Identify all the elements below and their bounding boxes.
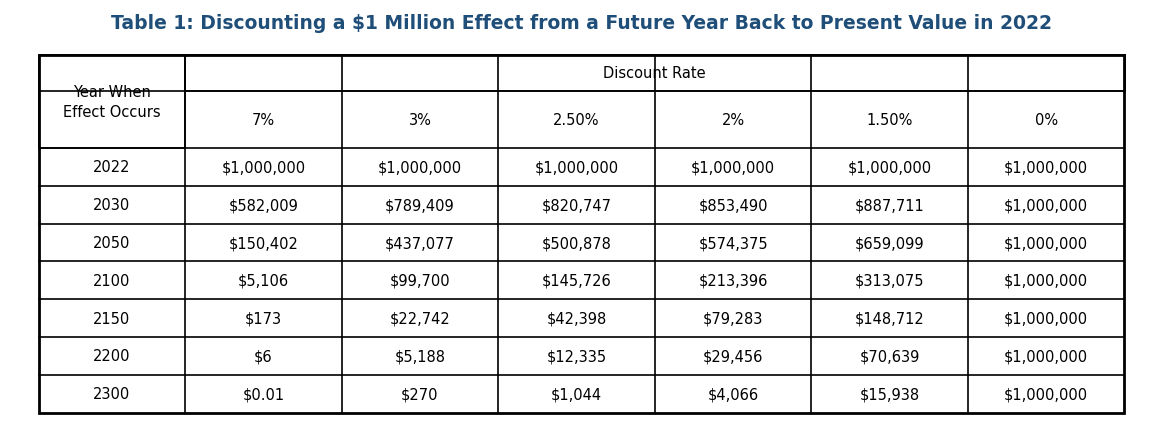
Text: 2022: 2022 <box>93 160 130 175</box>
Text: $1,000,000: $1,000,000 <box>1004 348 1089 364</box>
Text: $5,188: $5,188 <box>394 348 445 364</box>
Text: $1,000,000: $1,000,000 <box>1004 386 1089 401</box>
Text: 2030: 2030 <box>93 198 130 213</box>
Text: 2200: 2200 <box>93 348 130 364</box>
Text: 2050: 2050 <box>93 236 130 250</box>
Text: $789,409: $789,409 <box>385 198 455 213</box>
Text: $582,009: $582,009 <box>228 198 299 213</box>
Text: 2%: 2% <box>721 112 744 128</box>
Text: $150,402: $150,402 <box>228 236 299 250</box>
Text: $29,456: $29,456 <box>702 348 763 364</box>
Text: Year When
Effect Occurs: Year When Effect Occurs <box>63 85 160 120</box>
Text: 2.50%: 2.50% <box>554 112 600 128</box>
Text: $1,000,000: $1,000,000 <box>535 160 619 175</box>
Text: Discount Rate: Discount Rate <box>604 66 706 81</box>
Text: $0.01: $0.01 <box>242 386 285 401</box>
Text: $213,396: $213,396 <box>698 273 768 288</box>
Text: $99,700: $99,700 <box>390 273 450 288</box>
Text: $1,000,000: $1,000,000 <box>1004 236 1089 250</box>
Text: $70,639: $70,639 <box>859 348 920 364</box>
Text: $145,726: $145,726 <box>542 273 612 288</box>
Text: 1.50%: 1.50% <box>866 112 913 128</box>
Text: 0%: 0% <box>1035 112 1057 128</box>
Text: $173: $173 <box>245 311 281 326</box>
Text: 7%: 7% <box>252 112 274 128</box>
Text: $887,711: $887,711 <box>855 198 925 213</box>
Text: $79,283: $79,283 <box>702 311 763 326</box>
Text: $574,375: $574,375 <box>698 236 768 250</box>
Text: $6: $6 <box>255 348 273 364</box>
Text: $659,099: $659,099 <box>855 236 925 250</box>
Text: 2100: 2100 <box>93 273 130 288</box>
Text: $1,000,000: $1,000,000 <box>691 160 775 175</box>
Text: $1,000,000: $1,000,000 <box>1004 273 1089 288</box>
Text: $1,000,000: $1,000,000 <box>378 160 462 175</box>
Bar <box>185 56 1125 92</box>
Text: $148,712: $148,712 <box>855 311 925 326</box>
Text: $22,742: $22,742 <box>390 311 450 326</box>
Text: $1,000,000: $1,000,000 <box>1004 198 1089 213</box>
Text: $1,000,000: $1,000,000 <box>1004 160 1089 175</box>
Text: $820,747: $820,747 <box>542 198 612 213</box>
Text: 2150: 2150 <box>93 311 130 326</box>
Text: $5,106: $5,106 <box>238 273 288 288</box>
Text: $437,077: $437,077 <box>385 236 455 250</box>
Text: $15,938: $15,938 <box>859 386 920 401</box>
Text: 2300: 2300 <box>93 386 130 401</box>
Text: 3%: 3% <box>408 112 431 128</box>
Text: $42,398: $42,398 <box>547 311 607 326</box>
Text: $853,490: $853,490 <box>698 198 768 213</box>
Text: $12,335: $12,335 <box>547 348 607 364</box>
Text: $1,000,000: $1,000,000 <box>221 160 306 175</box>
Text: Table 1: Discounting a $1 Million Effect from a Future Year Back to Present Valu: Table 1: Discounting a $1 Million Effect… <box>110 14 1053 33</box>
Text: $1,000,000: $1,000,000 <box>848 160 932 175</box>
Text: $4,066: $4,066 <box>707 386 758 401</box>
Text: $1,044: $1,044 <box>551 386 602 401</box>
Text: $313,075: $313,075 <box>855 273 925 288</box>
Text: $1,000,000: $1,000,000 <box>1004 311 1089 326</box>
Text: $500,878: $500,878 <box>542 236 612 250</box>
Text: $270: $270 <box>401 386 438 401</box>
